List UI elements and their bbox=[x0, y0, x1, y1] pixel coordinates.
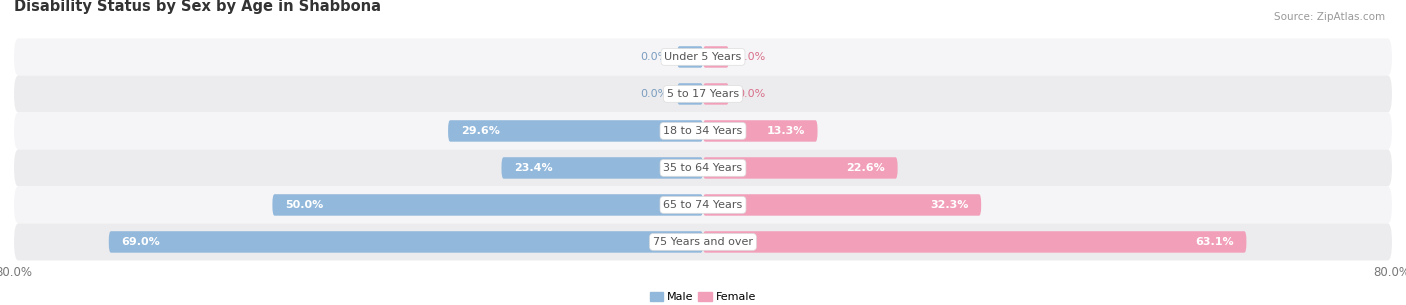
Text: 23.4%: 23.4% bbox=[515, 163, 553, 173]
FancyBboxPatch shape bbox=[449, 120, 703, 142]
Text: 63.1%: 63.1% bbox=[1195, 237, 1233, 247]
FancyBboxPatch shape bbox=[703, 157, 897, 179]
Text: 13.3%: 13.3% bbox=[766, 126, 804, 136]
FancyBboxPatch shape bbox=[703, 46, 728, 68]
Text: 5 to 17 Years: 5 to 17 Years bbox=[666, 89, 740, 99]
FancyBboxPatch shape bbox=[14, 38, 1392, 75]
Text: 0.0%: 0.0% bbox=[738, 52, 766, 62]
Text: 22.6%: 22.6% bbox=[846, 163, 884, 173]
FancyBboxPatch shape bbox=[703, 83, 728, 105]
Text: 29.6%: 29.6% bbox=[461, 126, 501, 136]
Text: 35 to 64 Years: 35 to 64 Years bbox=[664, 163, 742, 173]
Text: 18 to 34 Years: 18 to 34 Years bbox=[664, 126, 742, 136]
Legend: Male, Female: Male, Female bbox=[645, 287, 761, 305]
FancyBboxPatch shape bbox=[14, 113, 1392, 149]
Text: 75 Years and over: 75 Years and over bbox=[652, 237, 754, 247]
FancyBboxPatch shape bbox=[678, 83, 703, 105]
FancyBboxPatch shape bbox=[14, 75, 1392, 113]
Text: 50.0%: 50.0% bbox=[285, 200, 323, 210]
FancyBboxPatch shape bbox=[703, 120, 817, 142]
Text: Disability Status by Sex by Age in Shabbona: Disability Status by Sex by Age in Shabb… bbox=[14, 0, 381, 14]
Text: 0.0%: 0.0% bbox=[640, 52, 669, 62]
FancyBboxPatch shape bbox=[273, 194, 703, 216]
Text: Under 5 Years: Under 5 Years bbox=[665, 52, 741, 62]
Text: 65 to 74 Years: 65 to 74 Years bbox=[664, 200, 742, 210]
FancyBboxPatch shape bbox=[703, 231, 1246, 253]
Text: Source: ZipAtlas.com: Source: ZipAtlas.com bbox=[1274, 12, 1385, 22]
FancyBboxPatch shape bbox=[14, 224, 1392, 260]
Text: 32.3%: 32.3% bbox=[929, 200, 969, 210]
Text: 0.0%: 0.0% bbox=[640, 89, 669, 99]
FancyBboxPatch shape bbox=[703, 194, 981, 216]
Text: 0.0%: 0.0% bbox=[738, 89, 766, 99]
Text: 69.0%: 69.0% bbox=[122, 237, 160, 247]
FancyBboxPatch shape bbox=[108, 231, 703, 253]
FancyBboxPatch shape bbox=[502, 157, 703, 179]
FancyBboxPatch shape bbox=[678, 46, 703, 68]
FancyBboxPatch shape bbox=[14, 186, 1392, 224]
FancyBboxPatch shape bbox=[14, 149, 1392, 186]
